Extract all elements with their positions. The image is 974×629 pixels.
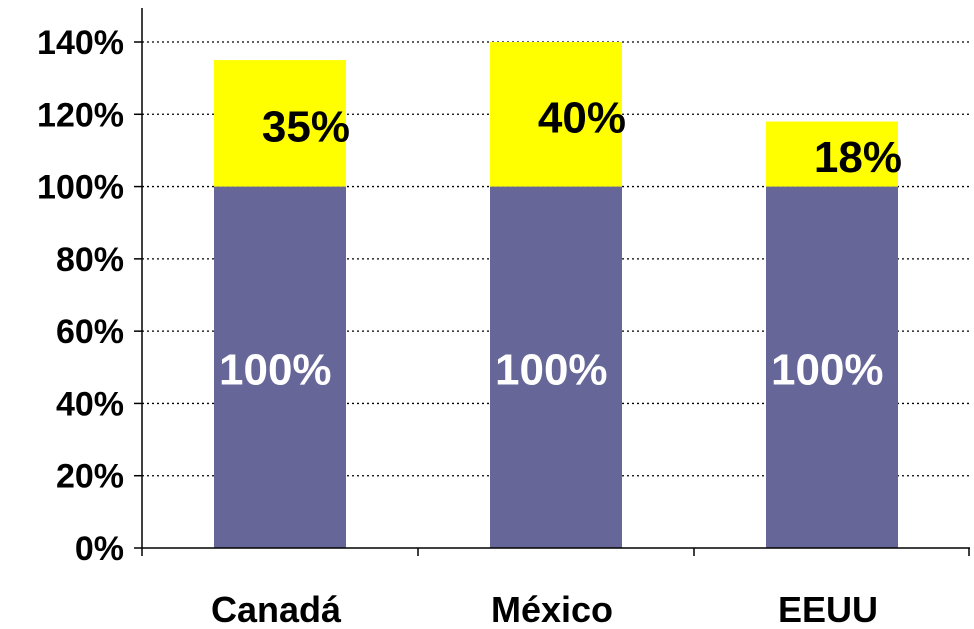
bar-segment-EEUU-0 — [766, 186, 898, 549]
data-label-Canadá-0: 100% — [219, 345, 332, 394]
data-label-Canadá-1: 35% — [262, 102, 350, 151]
bar-segment-Canadá-1 — [214, 60, 346, 187]
data-label-EEUU-0: 100% — [771, 345, 884, 394]
x-category-label: Canadá — [211, 589, 342, 629]
axes — [134, 8, 970, 556]
bar-segment-Canadá-0 — [214, 186, 346, 549]
bar-segment-México-1 — [490, 42, 622, 187]
y-tick-label: 40% — [56, 385, 124, 423]
y-tick-label: 80% — [56, 241, 124, 279]
x-axis-category-labels: Canadá México EEUU — [211, 589, 878, 629]
bar-segment-México-0 — [490, 186, 622, 549]
bars — [214, 42, 898, 549]
y-tick-label: 20% — [56, 458, 124, 496]
y-tick-label: 120% — [37, 96, 124, 134]
data-label-EEUU-1: 18% — [814, 133, 902, 182]
y-tick-label: 100% — [37, 169, 124, 207]
data-label-México-0: 100% — [495, 345, 608, 394]
bar-segment-EEUU-1 — [766, 121, 898, 187]
data-label-México-1: 40% — [538, 93, 626, 142]
x-category-label: EEUU — [778, 589, 878, 629]
y-tick-label: 140% — [37, 24, 124, 62]
y-axis-tick-labels: 0% 20% 40% 60% 80% 100% 120% 140% — [37, 24, 124, 568]
data-labels: 100% 35% 100% 40% 100% 18% — [219, 93, 902, 394]
y-tick-label: 0% — [75, 530, 124, 568]
y-tick-label: 60% — [56, 313, 124, 351]
x-category-label: México — [491, 589, 613, 629]
